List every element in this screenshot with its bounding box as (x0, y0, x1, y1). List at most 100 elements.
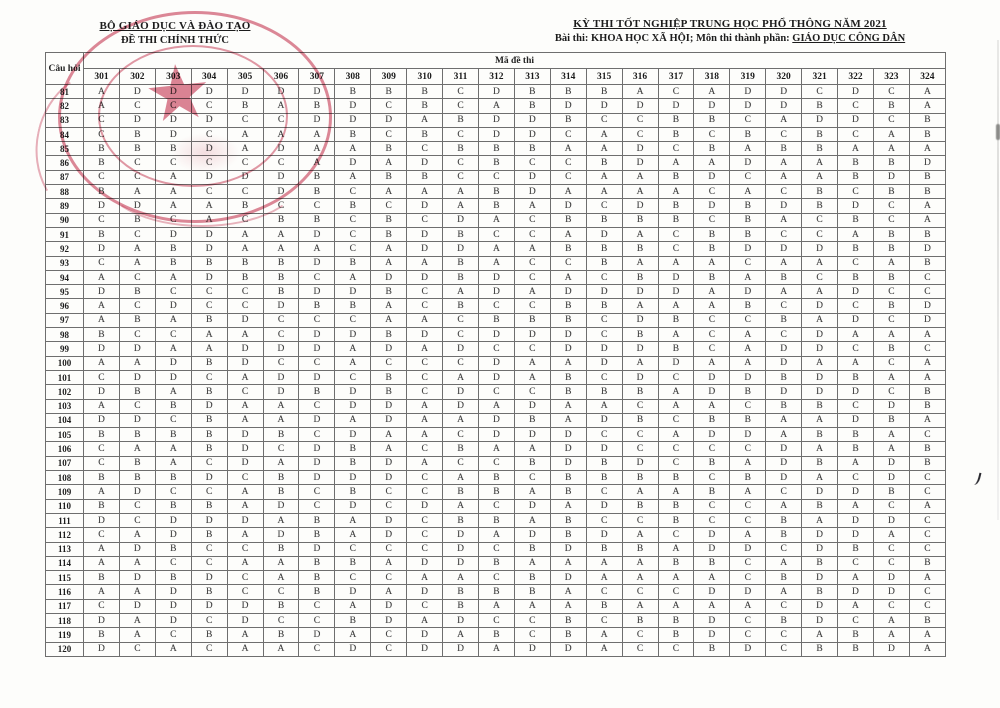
answer-cell: D (118, 83, 156, 100)
answer-cell: B (872, 341, 910, 357)
answer-cell: B (657, 627, 695, 643)
answer-cell: A (442, 284, 479, 300)
exam-code-header: 310 (406, 68, 444, 85)
answer-cell: C (585, 312, 623, 329)
answer-cell: B (693, 484, 731, 500)
answer-cell: D (370, 341, 408, 357)
answer-cell: C (908, 598, 947, 614)
answer-cell: A (118, 184, 156, 200)
answer-row: 116 A A D B C C B D A D B B B A C C C D D A B D D C (45, 584, 947, 600)
answer-cell: B (190, 355, 228, 371)
answer-cell: B (549, 512, 587, 529)
answer-cell: C (693, 312, 731, 329)
answer-cell: C (837, 341, 874, 357)
answer-cell: C (442, 155, 479, 171)
answer-cell: B (837, 155, 874, 171)
answer-cell: D (872, 455, 910, 472)
answer-cell: A (801, 312, 839, 329)
answer-cell: B (370, 169, 408, 186)
answer-cell: A (908, 83, 947, 100)
answer-cell: C (370, 570, 408, 586)
answer-cell: C (154, 484, 192, 500)
answer-cell: B (657, 512, 695, 529)
answer-cell: A (657, 384, 695, 400)
answer-cell: A (262, 226, 300, 243)
answer-cell: A (513, 284, 551, 300)
answer-cell: B (908, 169, 947, 186)
answer-cell: C (154, 155, 192, 171)
answer-cell: C (477, 384, 515, 400)
answer-cell: A (334, 169, 372, 186)
answer-cell: C (406, 441, 444, 457)
answer-cell: D (298, 284, 336, 300)
answer-cell: B (190, 255, 228, 271)
answer-cell: B (872, 226, 910, 243)
answer-cell: D (298, 412, 336, 429)
question-number: 119 (45, 627, 84, 643)
answer-cell: C (837, 126, 874, 143)
answer-cell: D (370, 112, 408, 128)
answer-cell: B (693, 269, 731, 286)
answer-cell: B (657, 126, 695, 143)
answer-cell: B (549, 527, 587, 543)
answer-cell: C (477, 341, 515, 357)
answer-cell: B (154, 241, 192, 257)
answer-cell: A (370, 255, 408, 271)
answer-cell: B (406, 169, 444, 186)
answer-cell: A (765, 212, 803, 228)
exam-code-header: 321 (801, 68, 839, 85)
answer-cell: C (621, 441, 659, 457)
answer-cell: C (83, 455, 120, 472)
answer-cell: B (908, 384, 947, 400)
answer-cell: D (442, 398, 479, 414)
answer-cell: B (513, 584, 551, 600)
answer-cell: D (442, 241, 479, 257)
answer-cell: A (154, 341, 192, 357)
answer-cell: A (801, 284, 839, 300)
answer-cell: D (226, 427, 264, 443)
answer-cell: B (693, 226, 731, 243)
answer-cell: D (154, 584, 192, 600)
answer-cell: A (477, 241, 515, 257)
answer-cell: D (118, 541, 156, 557)
answer-cell: D (693, 369, 731, 386)
answer-cell: B (549, 312, 587, 329)
answer-cell: B (83, 570, 120, 586)
answer-cell: C (621, 427, 659, 443)
answer-cell: B (298, 584, 336, 600)
answer-cell: B (154, 470, 192, 486)
answer-row: 117 C D D D D B C A D C B A A A B A A A A C D A C C (45, 598, 947, 614)
answer-cell: A (298, 141, 336, 157)
answer-cell: B (477, 155, 515, 171)
answer-cell: D (334, 112, 372, 128)
answer-cell: A (370, 241, 408, 257)
exam-code-header: 324 (908, 68, 947, 85)
answer-cell: B (442, 269, 479, 286)
answer-cell: C (585, 584, 623, 600)
answer-cell: C (262, 327, 300, 343)
answer-cell: C (621, 584, 659, 600)
answer-cell: B (621, 327, 659, 343)
answer-cell: B (442, 226, 479, 243)
answer-cell: A (334, 341, 372, 357)
answer-cell: D (154, 226, 192, 243)
answer-cell: B (585, 298, 623, 314)
answer-cell: C (657, 241, 695, 257)
answer-cell: C (370, 541, 408, 557)
answer-row: 99 D D A A D D D A D A D C C D D D B C A D D C B C (45, 341, 947, 357)
answer-cell: A (837, 327, 874, 343)
answer-cell: D (262, 369, 300, 386)
answer-cell: B (262, 427, 300, 443)
answer-cell: C (693, 327, 731, 343)
answer-cell: D (406, 498, 444, 514)
answer-cell: D (370, 612, 408, 629)
answer-cell: B (370, 212, 408, 228)
answer-cell: A (154, 184, 192, 200)
answer-cell: C (837, 298, 874, 314)
answer-cell: B (154, 255, 192, 271)
answer-cell: D (477, 269, 515, 286)
answer-cell: C (190, 612, 228, 629)
question-number: 117 (45, 598, 84, 614)
answer-cell: A (406, 412, 444, 429)
answer-cell: B (154, 498, 192, 514)
